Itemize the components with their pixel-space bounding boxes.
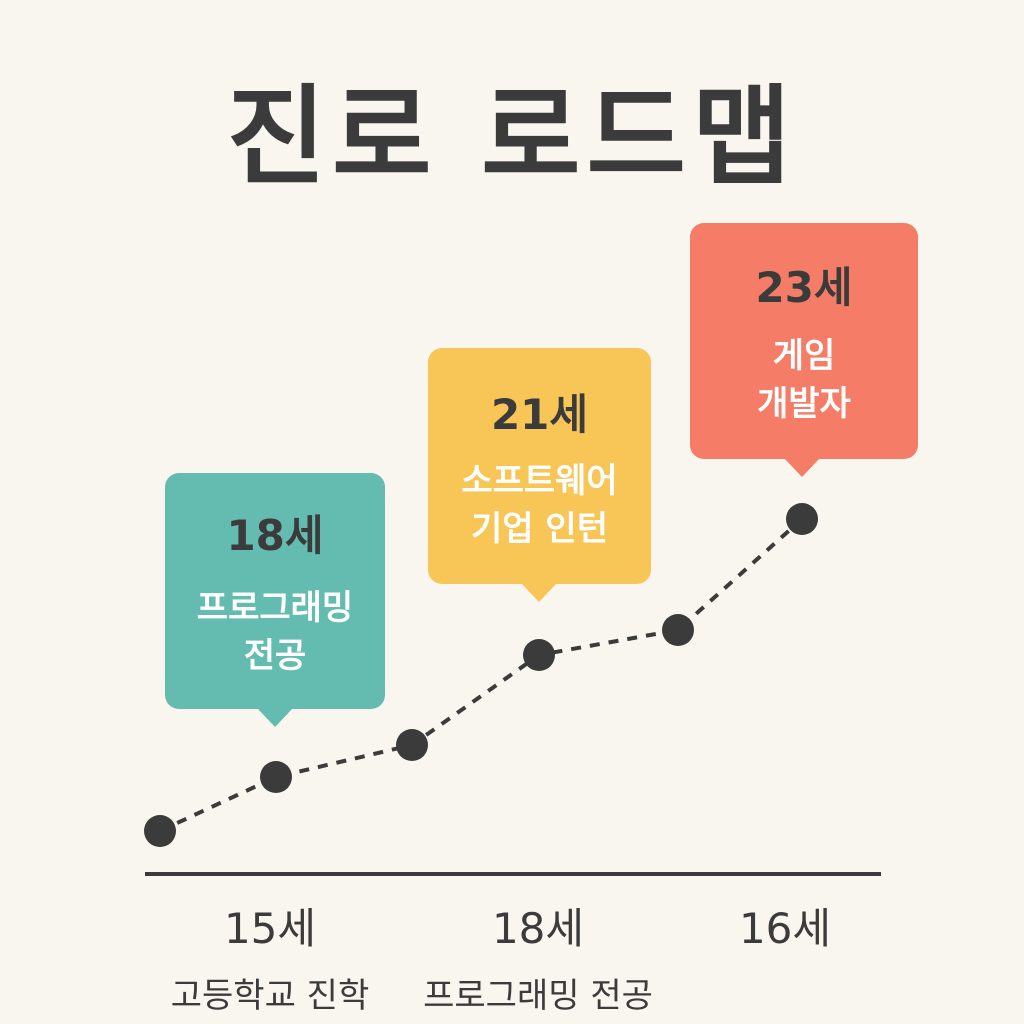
milestone-callout-2: 21세 소프트웨어 기업 인턴 [428,348,651,602]
axis-item-2: 18세 프로그래밍 전공 [408,908,668,1018]
axis-label: 프로그래밍 전공 [423,976,653,1016]
path-point [396,729,428,761]
axis-item-3: 16세 [655,908,915,974]
axis-age: 16세 [738,904,832,953]
page-title: 진로 로드맵 [226,75,798,200]
path-point [662,614,694,646]
axis-age: 18세 [491,904,585,953]
callout-pointer [784,458,820,477]
axis-label: 고등학교 진학 [170,976,370,1016]
milestone-age: 18세 [226,511,324,560]
path-point [260,761,292,793]
milestone-callout-3: 23세 게임 개발자 [690,223,918,477]
axis-item-1: 15세 고등학교 진학 [140,908,400,1018]
milestone-label: 소프트웨어 기업 인턴 [461,461,618,549]
path-point [786,503,818,535]
callout-pointer [257,708,293,727]
path-point [523,639,555,671]
dashed-path-line [159,517,804,833]
milestone-label: 프로그래밍 전공 [196,588,354,676]
milestone-callout-1: 18세 프로그래밍 전공 [165,473,385,727]
callout-pointer [521,583,557,602]
path-point [144,815,176,847]
milestone-age: 21세 [490,390,589,439]
milestone-age: 23세 [755,263,853,312]
milestone-label: 게임 개발자 [757,336,851,424]
axis-age: 15세 [223,904,317,953]
timeline-axis [145,872,881,876]
